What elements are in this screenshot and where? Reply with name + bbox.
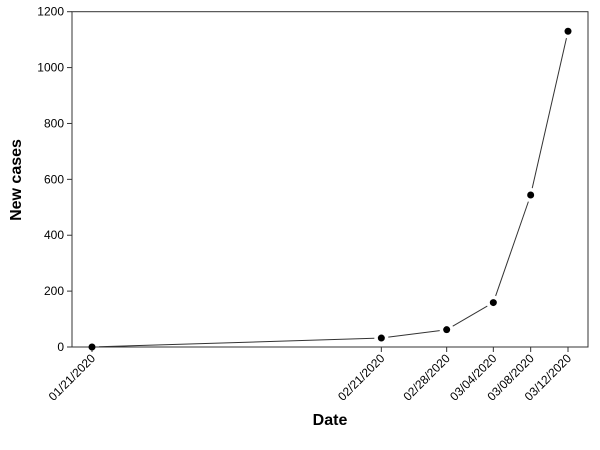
- data-point: [88, 343, 96, 351]
- x-tick-label: 02/28/2020: [400, 351, 453, 404]
- series-line-segment: [495, 201, 529, 297]
- y-tick-label: 1200: [37, 5, 64, 19]
- y-tick-label: 1000: [37, 61, 64, 75]
- series-line-segment: [388, 330, 440, 338]
- data-point: [527, 191, 535, 199]
- y-tick-label: 200: [44, 284, 64, 298]
- data-point: [564, 27, 572, 35]
- y-axis-label: New cases: [8, 139, 25, 221]
- series-line-segment: [98, 337, 375, 348]
- x-tick-label: 02/21/2020: [335, 351, 388, 404]
- y-tick-label: 0: [57, 340, 64, 354]
- y-tick-label: 600: [44, 172, 64, 186]
- data-point: [489, 299, 497, 307]
- data-point: [377, 334, 385, 342]
- series-line-segment: [531, 37, 567, 189]
- y-tick-label: 400: [44, 228, 64, 242]
- series-line-segment: [452, 305, 488, 327]
- data-point: [443, 326, 451, 334]
- plot-frame: [71, 11, 589, 348]
- x-axis-label: Date: [313, 412, 348, 429]
- x-tick-label: 01/21/2020: [46, 351, 99, 404]
- y-tick-label: 800: [44, 116, 64, 130]
